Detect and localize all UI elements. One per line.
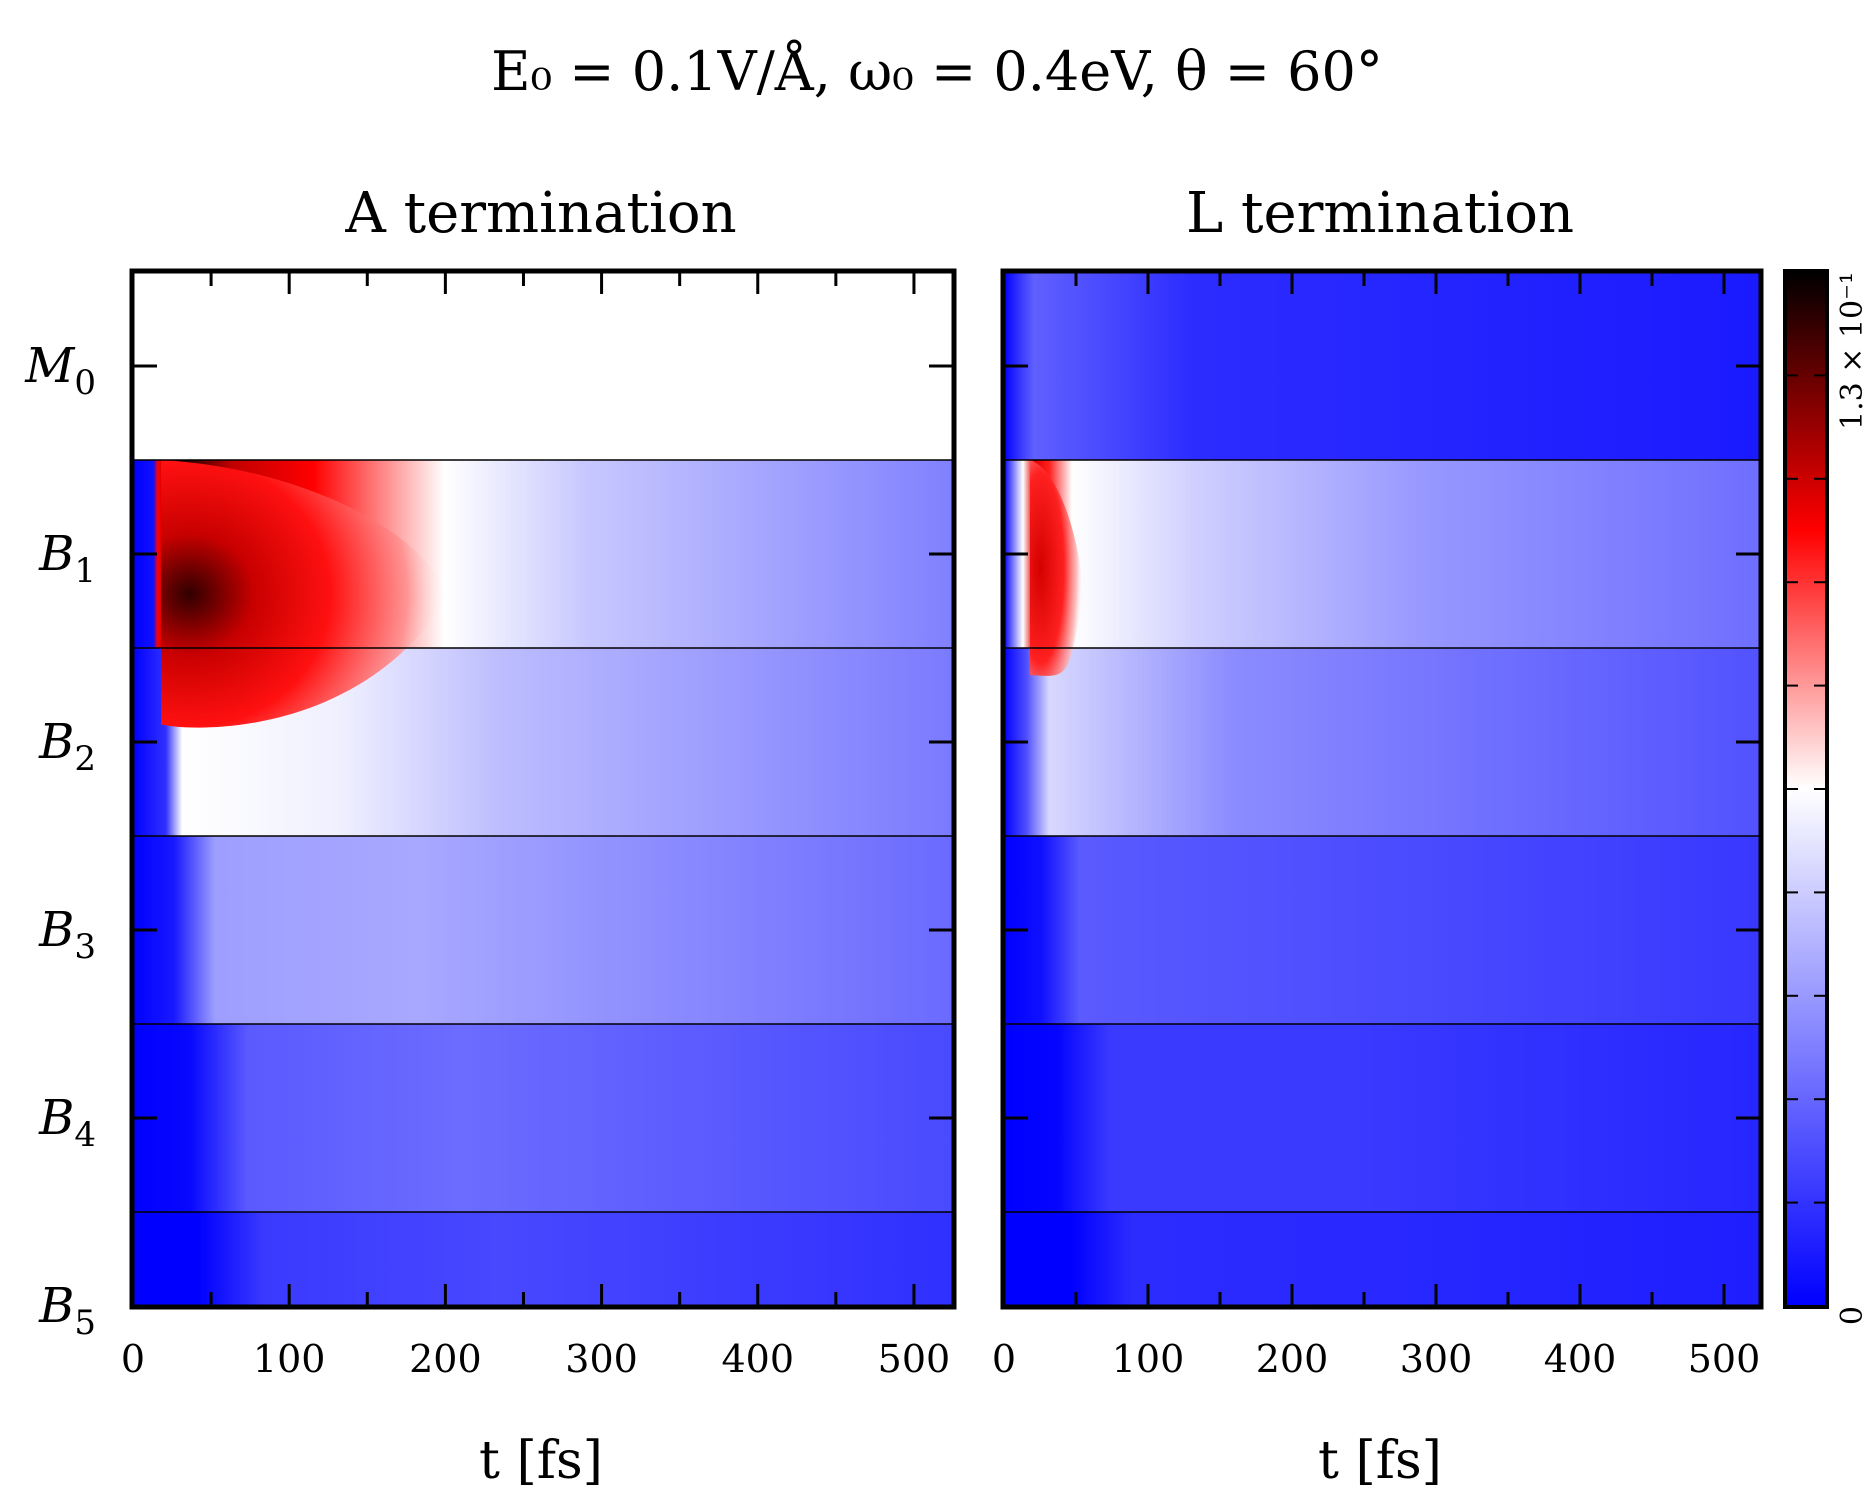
y-tick-label-0: M0 — [24, 338, 96, 403]
heatmap-row-l-5 — [1004, 1212, 1760, 1306]
heatmap-row-l-3 — [1004, 836, 1760, 1024]
x-tick-label-l-500: 500 — [1688, 1337, 1761, 1381]
y-tick-label-2: B2 — [38, 714, 96, 779]
y-tick-label-5: B5 — [38, 1278, 96, 1343]
plot-frame-l — [1000, 268, 1764, 1310]
colorbar-max-label: 1.3 × 10⁻¹ — [1835, 272, 1870, 430]
x-tick-label-l-100: 100 — [1112, 1337, 1185, 1381]
x-tick-label-l-300: 300 — [1400, 1337, 1473, 1381]
x-tick-label-a-500: 500 — [878, 1337, 951, 1381]
heatmap-hotspot-a — [161, 460, 446, 728]
y-tick-label-3: B3 — [38, 902, 96, 967]
colorbar: 1.3 × 10⁻¹ 0 — [1783, 269, 1870, 1325]
x-axis-label-a: t [fs] — [479, 1431, 603, 1491]
heatmap-row-a-5 — [133, 1212, 953, 1306]
heatmap-row-l-0 — [1004, 272, 1760, 460]
heatmap-hotspot-l — [1029, 460, 1084, 676]
heatmap-panel-a: A termination 0 100 200 300 400 500 M0 B1 B2 B3 B… — [24, 181, 957, 1491]
heatmap-row-l-2 — [1004, 648, 1760, 836]
heatmap-row-a-0 — [133, 272, 953, 460]
figure-title: E₀ = 0.1V/Å, ω₀ = 0.4eV, θ = 60° — [491, 38, 1383, 103]
x-tick-label-a-100: 100 — [253, 1337, 326, 1381]
x-tick-label-l-400: 400 — [1544, 1337, 1617, 1381]
heatmap-row-a-4 — [133, 1024, 953, 1212]
y-tick-label-4: B4 — [38, 1090, 96, 1155]
x-axis-label-l: t [fs] — [1318, 1431, 1442, 1491]
colorbar-min-label: 0 — [1835, 1306, 1870, 1325]
y-tick-label-1: B1 — [38, 526, 96, 591]
heatmap-row-l-4 — [1004, 1024, 1760, 1212]
panel-title-a: A termination — [344, 181, 736, 246]
panel-title-l: L termination — [1186, 181, 1574, 246]
x-tick-label-a-0: 0 — [121, 1337, 145, 1381]
x-tick-label-a-200: 200 — [409, 1337, 482, 1381]
x-tick-label-l-0: 0 — [992, 1337, 1016, 1381]
heatmap-row-l-1 — [1004, 460, 1760, 648]
x-tick-label-a-300: 300 — [565, 1337, 638, 1381]
colorbar-frame — [1783, 269, 1829, 1309]
heatmap-panel-l: L termination 0 100 200 300 400 500 t [fs] — [992, 181, 1764, 1491]
heatmap-row-a-3 — [133, 836, 953, 1024]
plot-frame-a — [129, 268, 957, 1310]
x-tick-label-a-400: 400 — [721, 1337, 794, 1381]
x-tick-label-l-200: 200 — [1256, 1337, 1329, 1381]
